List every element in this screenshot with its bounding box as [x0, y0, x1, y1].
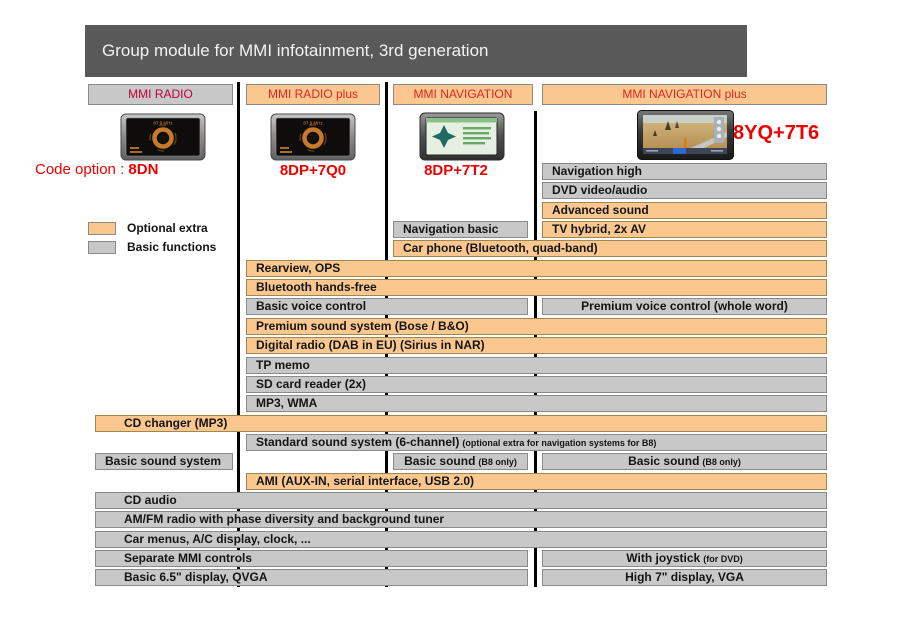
feature-cell: AMI (AUX-IN, serial interface, USB 2.0): [246, 473, 827, 490]
feature-cell: Digital radio (DAB in EU) (Sirius in NAR…: [246, 337, 827, 354]
feature-label: Basic sound: [628, 454, 700, 468]
radio-plus-display-image: 87.9 MHz: [270, 113, 356, 161]
legend-label-basic: Basic functions: [127, 240, 217, 254]
legend-swatch-optional: [88, 222, 116, 235]
feature-cell: TV hybrid, 2x AV: [542, 221, 827, 238]
feature-cell: Premium sound system (Bose / B&O): [246, 318, 827, 335]
code-option-radio: Code option : 8DN: [35, 161, 158, 178]
feature-label: SD card reader (2x): [256, 377, 367, 391]
feature-cell: Standard sound system (6-channel) (option…: [246, 434, 827, 451]
feature-label: High 7" display, VGA: [625, 570, 744, 584]
radio-display-image: 87.9 MHz: [120, 113, 206, 161]
feature-cell: CD audio: [95, 492, 827, 509]
feature-cell: Basic sound system: [95, 453, 233, 470]
feature-label: Basic sound system: [105, 454, 222, 468]
column-header-mmi-radio-plus: MMI RADIO plus: [246, 84, 380, 105]
feature-note: (B8 only): [478, 457, 517, 467]
feature-cell: Basic sound (B8 only): [542, 453, 827, 470]
feature-cell: Basic sound (B8 only): [393, 453, 528, 470]
feature-cell: Rearview, OPS: [246, 260, 827, 277]
feature-label: AM/FM radio with phase diversity and bac…: [124, 512, 445, 526]
feature-label: Standard sound system (6-channel): [256, 435, 460, 449]
feature-label: AMI (AUX-IN, serial interface, USB 2.0): [256, 474, 475, 488]
feature-label: MP3, WMA: [256, 396, 318, 410]
legend-label-optional: Optional extra: [127, 221, 208, 235]
feature-label: CD changer (MP3): [124, 416, 228, 430]
feature-label: Premium voice control (whole word): [581, 299, 788, 313]
feature-label: Navigation high: [552, 164, 642, 178]
feature-cell: Bluetooth hands-free: [246, 279, 827, 296]
code-option-navigation-plus: 8YQ+7T6: [733, 122, 819, 145]
feature-cell: Navigation basic: [393, 221, 528, 238]
feature-label: TP memo: [256, 358, 310, 372]
feature-cell: SD card reader (2x): [246, 376, 827, 393]
code-value: 8DP+7Q0: [279, 162, 347, 179]
navigation-plus-display-image: [637, 110, 734, 160]
code-option-radio-plus: 8DP+7Q0: [246, 162, 380, 179]
feature-label: Car phone (Bluetooth, quad-band): [403, 241, 598, 255]
feature-label: Separate MMI controls: [124, 551, 253, 565]
feature-label: Rearview, OPS: [256, 261, 341, 275]
svg-text:87.9 MHz: 87.9 MHz: [303, 121, 323, 126]
feature-cell: Premium voice control (whole word): [542, 298, 827, 315]
code-option-navigation: 8DP+7T2: [393, 162, 519, 179]
feature-note: (B8 only): [702, 457, 741, 467]
feature-cell: AM/FM radio with phase diversity and bac…: [95, 511, 827, 528]
page-title: Group module for MMI infotainment, 3rd g…: [85, 25, 747, 77]
feature-label: Basic voice control: [256, 299, 367, 313]
feature-cell: Separate MMI controls: [95, 550, 528, 567]
feature-cell: Car menus, A/C display, clock, ...: [95, 531, 827, 548]
code-value: 8DP+7T2: [424, 162, 488, 179]
feature-label: With joystick: [626, 551, 701, 565]
code-option-prefix: Code option :: [35, 161, 129, 178]
feature-label: TV hybrid, 2x AV: [552, 222, 647, 236]
feature-cell: MP3, WMA: [246, 395, 827, 412]
feature-label: DVD video/audio: [552, 183, 648, 197]
feature-label: Basic 6.5" display, QVGA: [124, 570, 268, 584]
feature-label: Bluetooth hands-free: [256, 280, 377, 294]
feature-cell: Navigation high: [542, 163, 827, 180]
feature-label: Basic sound: [404, 454, 476, 468]
feature-label: Advanced sound: [552, 203, 649, 217]
feature-label: Car menus, A/C display, clock, ...: [124, 532, 311, 546]
column-header-mmi-navigation: MMI NAVIGATION: [393, 84, 533, 105]
feature-label: CD audio: [124, 493, 177, 507]
feature-label: Navigation basic: [403, 222, 499, 236]
page-title-text: Group module for MMI infotainment, 3rd g…: [102, 41, 489, 60]
feature-label: Premium sound system (Bose / B&O): [256, 319, 469, 333]
feature-note: (optional extra for navigation systems f…: [462, 438, 657, 448]
feature-cell: With joystick (for DVD): [542, 550, 827, 567]
feature-cell: Basic 6.5" display, QVGA: [95, 569, 528, 586]
feature-cell: TP memo: [246, 357, 827, 374]
legend-swatch-basic: [88, 241, 116, 254]
navigation-display-image: [419, 112, 505, 161]
feature-cell: High 7" display, VGA: [542, 569, 827, 586]
feature-cell: Basic voice control: [246, 298, 528, 315]
feature-note: (for DVD): [703, 554, 743, 564]
feature-label: Digital radio (DAB in EU) (Sirius in NAR…: [256, 338, 485, 352]
column-header-mmi-navigation-plus: MMI NAVIGATION plus: [542, 84, 827, 105]
feature-cell: CD changer (MP3): [95, 415, 827, 432]
feature-cell: DVD video/audio: [542, 182, 827, 199]
code-value: 8YQ+7T6: [733, 122, 820, 144]
column-divider-line: [237, 82, 240, 587]
code-value: 8DN: [128, 161, 159, 178]
feature-cell: Advanced sound: [542, 202, 827, 219]
feature-cell: Car phone (Bluetooth, quad-band): [393, 240, 827, 257]
column-header-mmi-radio: MMI RADIO: [88, 84, 233, 105]
svg-text:87.9 MHz: 87.9 MHz: [153, 121, 173, 126]
